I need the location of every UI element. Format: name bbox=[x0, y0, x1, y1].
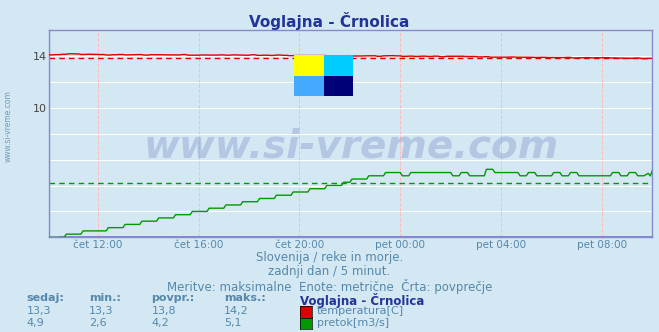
Text: temperatura[C]: temperatura[C] bbox=[317, 306, 404, 316]
Text: Slovenija / reke in morje.: Slovenija / reke in morje. bbox=[256, 251, 403, 264]
Text: Meritve: maksimalne  Enote: metrične  Črta: povprečje: Meritve: maksimalne Enote: metrične Črta… bbox=[167, 279, 492, 293]
Text: 14,2: 14,2 bbox=[224, 306, 249, 316]
Text: Voglajna - Črnolica: Voglajna - Črnolica bbox=[300, 293, 424, 308]
Text: 13,3: 13,3 bbox=[26, 306, 51, 316]
Text: min.:: min.: bbox=[89, 293, 121, 303]
Text: povpr.:: povpr.: bbox=[152, 293, 195, 303]
Text: Voglajna - Črnolica: Voglajna - Črnolica bbox=[249, 12, 410, 30]
Text: maks.:: maks.: bbox=[224, 293, 266, 303]
Text: 2,6: 2,6 bbox=[89, 318, 107, 328]
Text: 4,2: 4,2 bbox=[152, 318, 169, 328]
Text: zadnji dan / 5 minut.: zadnji dan / 5 minut. bbox=[268, 265, 391, 278]
Text: pretok[m3/s]: pretok[m3/s] bbox=[317, 318, 389, 328]
Bar bbox=[294, 55, 324, 75]
Text: www.si-vreme.com: www.si-vreme.com bbox=[3, 90, 13, 162]
Text: 13,3: 13,3 bbox=[89, 306, 113, 316]
Text: sedaj:: sedaj: bbox=[26, 293, 64, 303]
Bar bbox=[324, 55, 353, 75]
Text: 5,1: 5,1 bbox=[224, 318, 242, 328]
Bar bbox=[324, 75, 353, 96]
Text: www.si-vreme.com: www.si-vreme.com bbox=[143, 127, 559, 165]
Text: 13,8: 13,8 bbox=[152, 306, 176, 316]
Bar bbox=[294, 75, 324, 96]
Text: 4,9: 4,9 bbox=[26, 318, 44, 328]
